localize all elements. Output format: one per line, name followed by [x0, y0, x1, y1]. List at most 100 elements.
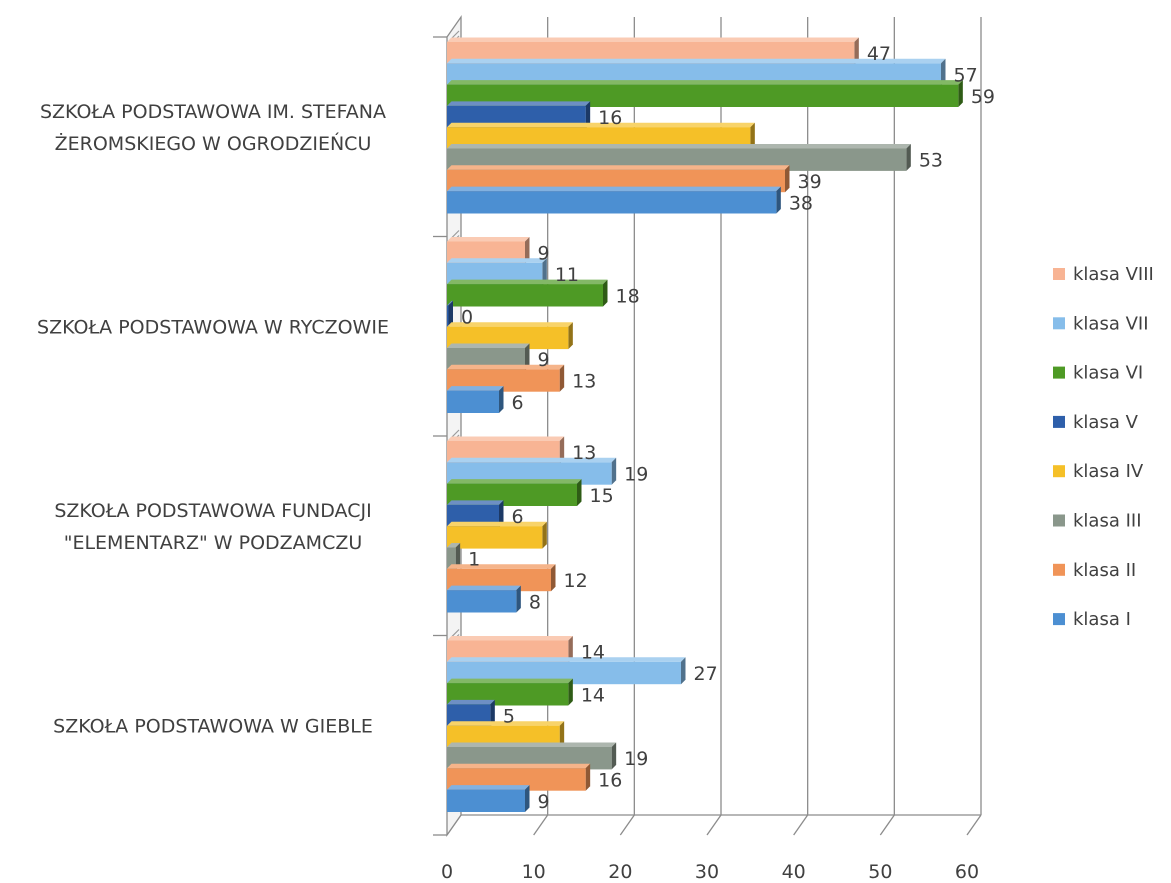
bar-end-face: [785, 165, 790, 193]
bar-end-face: [958, 80, 963, 107]
bar-end-face: [585, 763, 591, 791]
bar: [447, 300, 453, 328]
bar-top-face: [447, 742, 617, 747]
legend-swatch: [1053, 366, 1065, 379]
bar-end-face: [776, 186, 781, 214]
bar-end-face: [603, 279, 608, 307]
value-label: 47: [867, 43, 891, 65]
value-label: 8: [529, 591, 541, 613]
value-label: 11: [555, 264, 579, 286]
bar-end-face: [551, 564, 556, 592]
value-label: 19: [624, 748, 648, 770]
floor-line: [533, 814, 549, 836]
category-label: SZKOŁA PODSTAWOWA IM. STEFANA: [40, 101, 386, 123]
bar-top-face: [447, 785, 530, 790]
bar-end-face: [559, 364, 565, 392]
bar-top-face: [447, 699, 495, 705]
bar-end-face: [906, 144, 911, 171]
value-label: 5: [503, 706, 515, 728]
legend-item: klasa I: [1053, 609, 1131, 630]
legend-item: klasa III: [1053, 511, 1142, 532]
value-label: 15: [590, 485, 614, 507]
bar-top-face: [447, 58, 946, 64]
value-label: 39: [798, 171, 822, 193]
bar-end-face: [854, 37, 859, 65]
bar-end-face: [455, 543, 461, 570]
bar-top-face: [447, 364, 565, 370]
legend-label: klasa VI: [1073, 363, 1143, 384]
x-tick-label: 40: [782, 861, 806, 883]
bar-end-face: [542, 258, 547, 286]
bar-end-face: [941, 58, 946, 86]
bar: [447, 279, 608, 307]
bar-top-face: [447, 436, 565, 441]
value-label: 38: [789, 192, 813, 214]
bar-end-face: [490, 699, 495, 727]
bar: [447, 678, 573, 706]
bar-end-face: [516, 585, 521, 613]
bar-end-face: [542, 521, 547, 549]
bar-top-face: [447, 721, 565, 726]
x-tick-label: 10: [522, 861, 546, 883]
value-label: 14: [581, 642, 605, 664]
x-tick-label: 60: [955, 861, 979, 883]
bar-end-face: [448, 300, 453, 328]
bar-top-face: [447, 237, 530, 242]
bar: [447, 543, 461, 570]
bar-top-face: [447, 279, 608, 285]
bar-front-face: [447, 547, 456, 570]
bar-top-face: [447, 186, 781, 192]
bar: [447, 144, 911, 171]
category-label: ŻEROMSKIEGO W OGRODZIEŃCU: [55, 132, 372, 155]
bar-end-face: [681, 657, 686, 685]
bar-front-face: [447, 526, 543, 549]
legend-label: klasa I: [1073, 609, 1131, 630]
bar-top-face: [447, 763, 591, 769]
legend-swatch: [1053, 317, 1065, 330]
legend-item: klasa IV: [1053, 461, 1144, 482]
floor-line: [706, 814, 722, 836]
bar-front-face: [447, 590, 517, 613]
legend-swatch: [1053, 415, 1065, 428]
x-tick-label: 0: [441, 861, 453, 883]
bar-top-face: [447, 300, 453, 306]
bar-front-face: [447, 191, 777, 214]
bar-top-face: [447, 343, 530, 348]
value-label: 14: [581, 684, 605, 706]
category-label: SZKOŁA PODSTAWOWA W RYCZOWIE: [37, 316, 389, 338]
legend-label: klasa V: [1073, 412, 1139, 433]
bar-end-face: [525, 343, 530, 371]
legend-label: klasa II: [1073, 560, 1136, 581]
floor-line: [966, 814, 982, 836]
value-label: 16: [598, 770, 622, 792]
legend: klasa VIII klasa VII klasa VI klasa V klasa …: [1053, 264, 1154, 630]
bar-top-face: [447, 144, 911, 149]
floor-line: [619, 814, 635, 836]
category-label: "ELEMENTARZ" W PODZAMCZU: [64, 532, 363, 554]
bar-top-face: [447, 37, 859, 42]
x-tick-label: 50: [868, 861, 892, 883]
bar-top-face: [447, 122, 755, 128]
bar-end-face: [585, 101, 591, 129]
bar-front-face: [447, 789, 525, 812]
bar-top-face: [447, 543, 461, 548]
bar: [447, 186, 781, 214]
bar: [447, 258, 547, 286]
bar: [447, 585, 521, 613]
value-label: 13: [572, 442, 596, 464]
value-label: 18: [616, 285, 640, 307]
bar: [447, 457, 617, 485]
bar-end-face: [525, 237, 530, 264]
bar-end-face: [568, 678, 573, 706]
value-label: 9: [538, 243, 550, 265]
value-labels: 4757591653393891118091361319156112814271…: [461, 43, 995, 813]
bar-end-face: [499, 386, 504, 413]
bar-front-face: [447, 305, 449, 328]
legend-item: klasa VI: [1053, 363, 1143, 384]
bar-front-face: [447, 284, 603, 307]
bar-top-face: [447, 636, 573, 641]
value-label: 6: [512, 392, 524, 414]
legend-label: klasa VII: [1073, 313, 1149, 334]
legend-label: klasa III: [1073, 511, 1142, 532]
value-label: 16: [598, 107, 622, 129]
